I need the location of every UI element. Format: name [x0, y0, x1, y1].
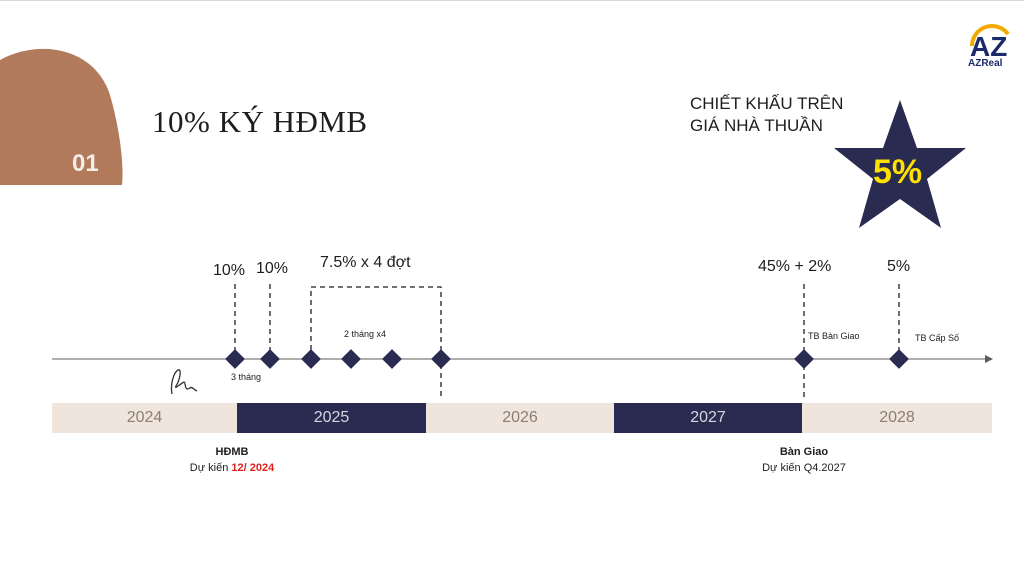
first-payment-pct: 10% — [213, 262, 246, 279]
discount-value: 5% — [873, 153, 923, 191]
milestone-marker — [301, 349, 321, 369]
svg-text:AZ: AZ — [970, 31, 1007, 62]
year-2028: 2028 — [802, 403, 992, 433]
year-2025: 2025 — [237, 403, 426, 433]
step-number: 01 — [72, 150, 99, 177]
second-payment-pct: 10% — [256, 260, 289, 277]
installments-label: 7.5% x 4 đợt — [320, 254, 411, 271]
signature-icon — [170, 369, 198, 395]
handover-note-head: Bàn Giao — [779, 446, 829, 458]
discount-label-line2: GIÁ NHÀ THUẦN — [690, 116, 823, 135]
installment-bracket — [310, 286, 442, 400]
top-border — [0, 0, 1024, 1]
discount-label-line1: CHIẾT KHẤU TRÊN — [690, 94, 844, 113]
year-2024: 2024 — [52, 403, 237, 433]
contract-note-head: HĐMB — [215, 446, 249, 458]
contract-note-prefix: Dự kiến — [189, 462, 232, 474]
milestone-marker — [794, 349, 814, 369]
installment-interval: 2 tháng x4 — [344, 329, 387, 339]
milestone-marker — [889, 349, 909, 369]
handover-note: Bàn Giao Dự kiến Q4.2027 — [752, 446, 856, 474]
axis-arrow-icon — [985, 355, 993, 363]
handover-note-date: Dự kiến Q4.2027 — [762, 462, 846, 474]
discount-label: CHIẾT KHẤU TRÊN GIÁ NHÀ THUẦN — [690, 93, 843, 137]
azreal-logo-icon: AZ — [970, 24, 1010, 62]
handover-notice: TB Bàn Giao — [808, 331, 860, 341]
step-blob-shape — [0, 48, 123, 185]
year-2027: 2027 — [614, 403, 802, 433]
milestone-marker — [225, 349, 245, 369]
contract-note-date-row: Dự kiến 12/ 2024 — [180, 462, 284, 474]
milestone-marker — [341, 349, 361, 369]
handover-pct: 45% + 2% — [758, 258, 832, 275]
star-badge-icon — [834, 100, 966, 228]
milestone-marker — [431, 349, 451, 369]
milestone-marker — [260, 349, 280, 369]
brand-name: AZReal — [968, 58, 1003, 69]
final-notice: TB Cấp Số — [915, 333, 960, 343]
year-2026: 2026 — [426, 403, 614, 433]
gap-label: 3 tháng — [231, 372, 262, 382]
contract-note-date: 12/ 2024 — [231, 462, 275, 474]
page-title: 10% KÝ HĐMB — [152, 104, 368, 139]
contract-note: HĐMB Dự kiến 12/ 2024 — [180, 446, 284, 474]
final-pct: 5% — [887, 258, 911, 275]
milestone-marker — [382, 349, 402, 369]
